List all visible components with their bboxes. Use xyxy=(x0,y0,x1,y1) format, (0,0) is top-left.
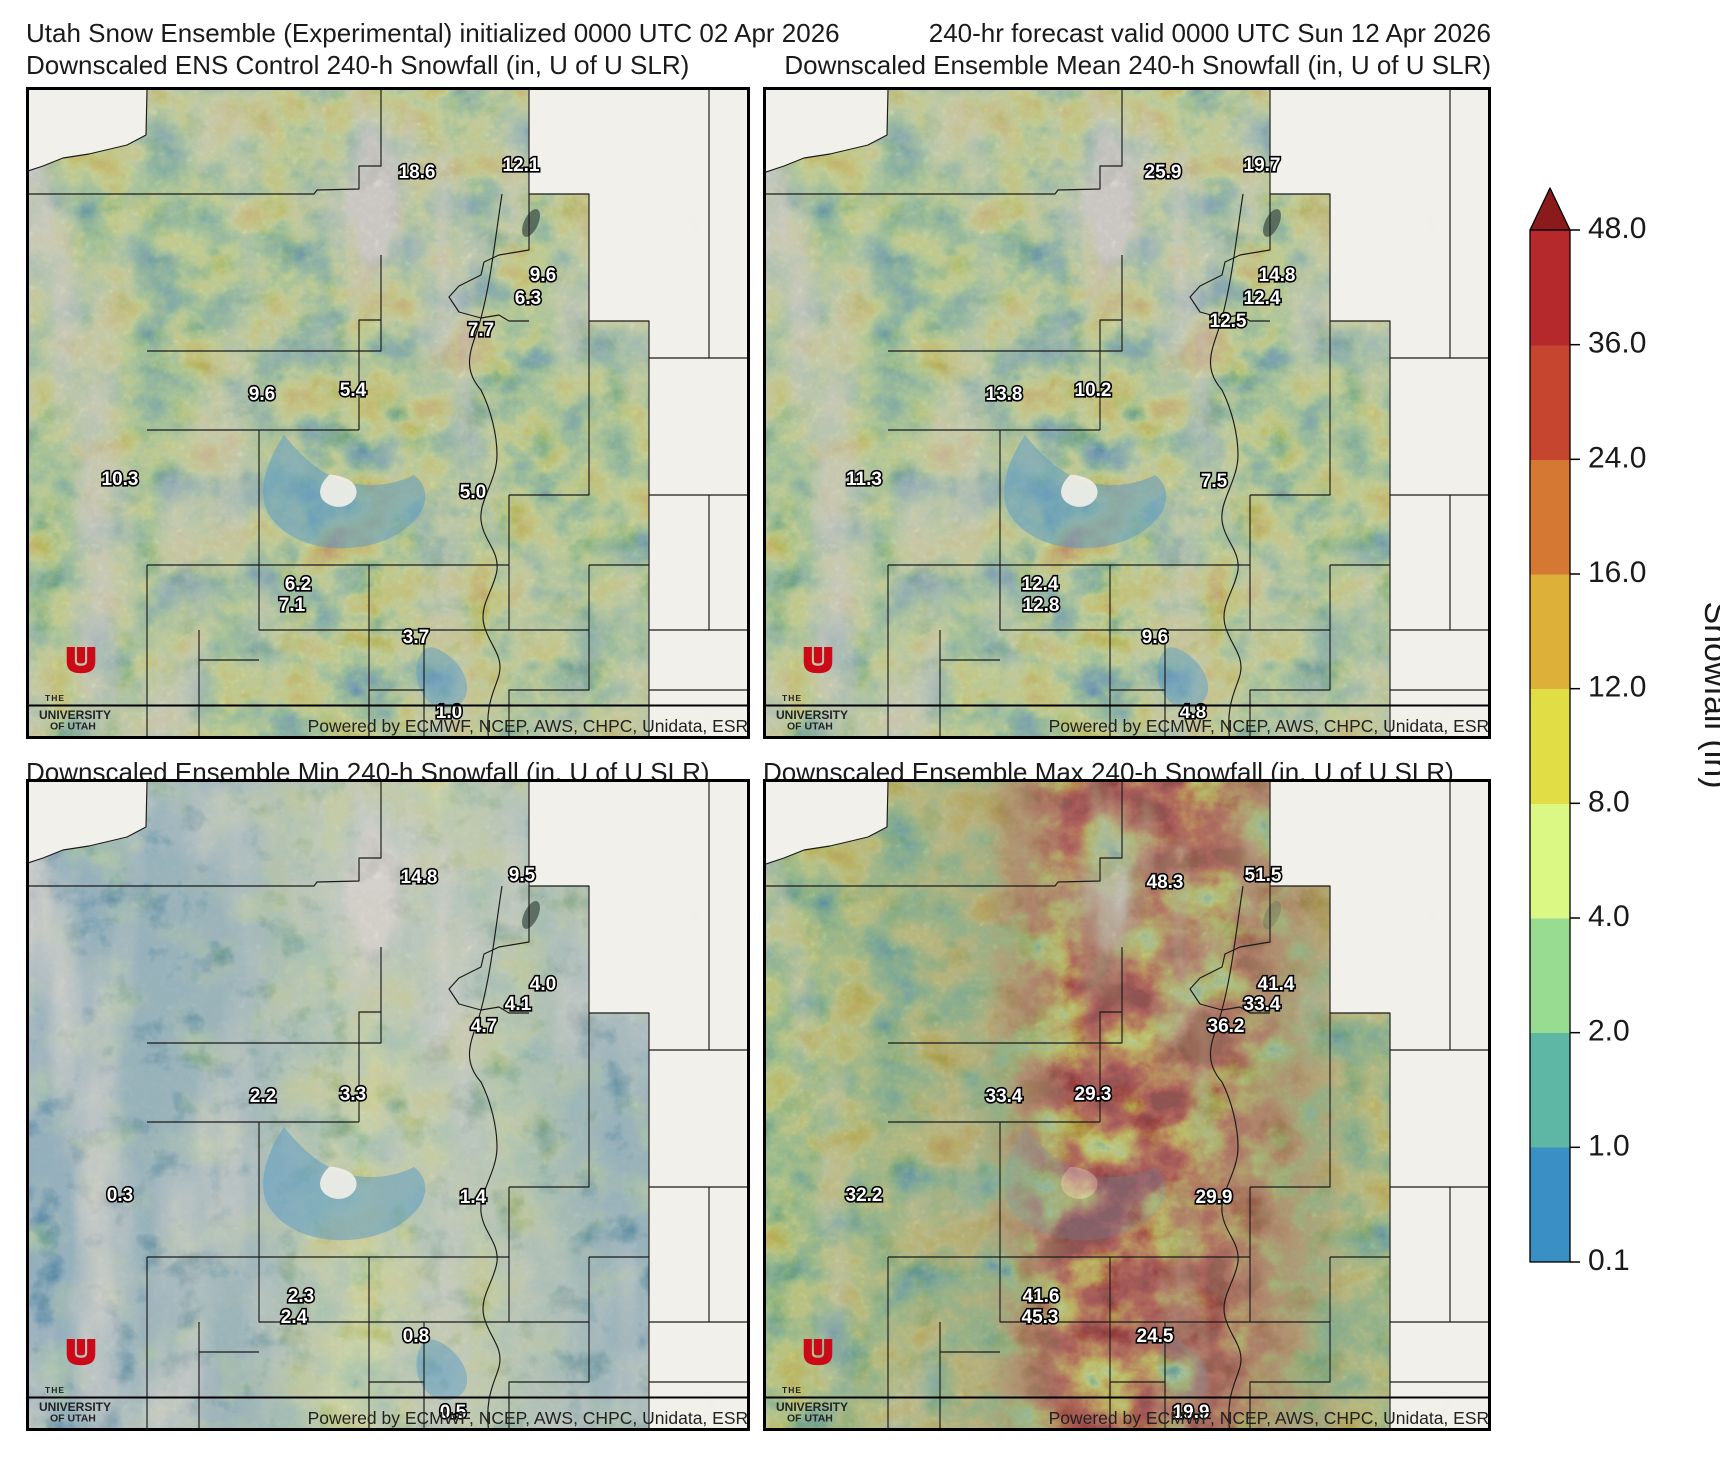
svg-text:2.4: 2.4 xyxy=(281,1307,308,1328)
svg-text:10.3: 10.3 xyxy=(102,469,139,490)
svg-text:5.0: 5.0 xyxy=(460,482,486,503)
svg-text:3.7: 3.7 xyxy=(403,627,429,648)
svg-text:4.0: 4.0 xyxy=(1588,900,1630,933)
svg-text:3.3: 3.3 xyxy=(340,1084,366,1105)
svg-text:12.5: 12.5 xyxy=(1210,311,1247,332)
svg-text:5.4: 5.4 xyxy=(340,380,367,401)
svg-text:48.0: 48.0 xyxy=(1588,212,1646,245)
svg-text:Snowfall (in): Snowfall (in) xyxy=(1697,601,1720,788)
svg-text:18.6: 18.6 xyxy=(399,162,436,183)
svg-text:6.3: 6.3 xyxy=(515,288,541,309)
svg-text:12.1: 12.1 xyxy=(503,155,540,176)
svg-text:13.8: 13.8 xyxy=(986,384,1023,405)
svg-text:6.2: 6.2 xyxy=(285,574,311,595)
svg-text:4.7: 4.7 xyxy=(471,1016,497,1037)
svg-text:0.1: 0.1 xyxy=(1588,1244,1630,1277)
svg-text:33.4: 33.4 xyxy=(986,1086,1023,1107)
svg-text:9.5: 9.5 xyxy=(509,865,536,886)
svg-text:9.6: 9.6 xyxy=(530,265,556,286)
svg-text:16.0: 16.0 xyxy=(1588,556,1646,589)
svg-text:8.0: 8.0 xyxy=(1588,785,1630,818)
svg-text:Powered by ECMWF, NCEP, AWS, C: Powered by ECMWF, NCEP, AWS, CHPC, Unida… xyxy=(1049,1408,1491,1428)
svg-text:11.3: 11.3 xyxy=(846,469,882,490)
svg-text:36.0: 36.0 xyxy=(1588,327,1646,360)
svg-text:2.0: 2.0 xyxy=(1588,1015,1630,1048)
svg-text:2.3: 2.3 xyxy=(288,1286,314,1307)
svg-text:41.4: 41.4 xyxy=(1258,974,1295,995)
svg-text:Powered by ECMWF, NCEP, AWS, C: Powered by ECMWF, NCEP, AWS, CHPC, Unida… xyxy=(1049,716,1491,736)
svg-text:7.5: 7.5 xyxy=(1201,471,1228,492)
svg-text:9.6: 9.6 xyxy=(249,384,275,405)
svg-text:48.3: 48.3 xyxy=(1147,872,1184,893)
svg-text:19.7: 19.7 xyxy=(1244,155,1281,176)
svg-text:12.0: 12.0 xyxy=(1588,671,1646,704)
svg-text:1.0: 1.0 xyxy=(1588,1129,1630,1162)
svg-text:0.3: 0.3 xyxy=(107,1185,133,1206)
svg-text:14.8: 14.8 xyxy=(401,867,438,888)
svg-text:32.2: 32.2 xyxy=(846,1185,883,1206)
svg-text:7.1: 7.1 xyxy=(279,595,306,616)
svg-text:4.1: 4.1 xyxy=(505,994,532,1015)
svg-text:12.4: 12.4 xyxy=(1244,288,1281,309)
svg-text:29.3: 29.3 xyxy=(1075,1084,1112,1105)
svg-text:33.4: 33.4 xyxy=(1244,994,1281,1015)
svg-text:12.8: 12.8 xyxy=(1023,595,1060,616)
svg-text:24.5: 24.5 xyxy=(1137,1326,1174,1347)
svg-text:1.4: 1.4 xyxy=(460,1187,487,1208)
svg-text:10.2: 10.2 xyxy=(1075,380,1112,401)
svg-text:4.0: 4.0 xyxy=(530,974,556,995)
svg-text:14.8: 14.8 xyxy=(1259,265,1296,286)
svg-text:9.6: 9.6 xyxy=(1142,627,1168,648)
svg-text:41.6: 41.6 xyxy=(1023,1286,1060,1307)
svg-text:7.7: 7.7 xyxy=(468,320,494,341)
svg-text:Powered by ECMWF, NCEP, AWS, C: Powered by ECMWF, NCEP, AWS, CHPC, Unida… xyxy=(308,716,750,736)
svg-text:36.2: 36.2 xyxy=(1208,1016,1245,1037)
svg-text:29.9: 29.9 xyxy=(1196,1187,1233,1208)
svg-text:Powered by ECMWF, NCEP, AWS, C: Powered by ECMWF, NCEP, AWS, CHPC, Unida… xyxy=(308,1408,750,1428)
svg-text:2.2: 2.2 xyxy=(250,1086,276,1107)
svg-text:0.8: 0.8 xyxy=(403,1326,429,1347)
svg-text:45.3: 45.3 xyxy=(1022,1307,1059,1328)
svg-text:24.0: 24.0 xyxy=(1588,441,1646,474)
svg-text:12.4: 12.4 xyxy=(1022,574,1059,595)
svg-text:51.5: 51.5 xyxy=(1245,865,1282,886)
svg-text:25.9: 25.9 xyxy=(1145,162,1182,183)
